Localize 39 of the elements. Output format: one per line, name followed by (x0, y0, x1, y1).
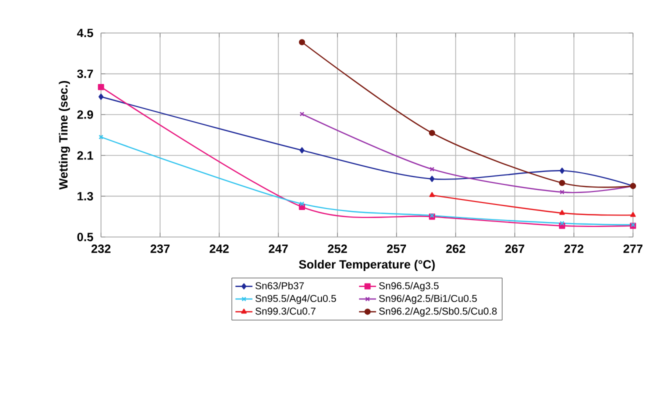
legend-label: Sn96.5/Ag3.5 (379, 282, 439, 292)
y-tick-label: 1.3 (78, 192, 94, 200)
x-tick-label: 262 (446, 244, 466, 253)
y-tick-label: 0.5 (77, 232, 94, 242)
x-tick-label: 252 (328, 244, 347, 253)
y-tick-label: 3.7 (77, 70, 93, 78)
y-tick-label: 4.5 (77, 28, 94, 38)
point (560, 220, 564, 226)
point (429, 192, 435, 198)
x-tick-label: 277 (623, 244, 642, 253)
point (98, 84, 104, 90)
x-tick-label: 242 (210, 244, 229, 253)
x-tick-label: 257 (387, 244, 406, 253)
x-tick-label: 237 (150, 244, 170, 254)
legend-label: Sn99.3/Cu0.7 (255, 307, 316, 315)
y-tick-label: 2.9 (77, 110, 94, 119)
point (430, 176, 434, 182)
y-tick-label: 2.1 (77, 151, 94, 160)
y-axis-title: Wetting Time (sec.) (58, 81, 70, 190)
x-tick-label: 267 (505, 244, 524, 253)
point (430, 166, 434, 172)
point (428, 130, 436, 136)
legend-label: Sn96.2/Ag2.5/Sb0.5/Cu0.8 (379, 307, 497, 317)
point (559, 210, 565, 215)
point (300, 147, 304, 154)
x-tick-label: 272 (564, 244, 584, 253)
x-axis-title: Solder Temperature (°C) (298, 260, 435, 271)
point (560, 190, 564, 194)
point (298, 39, 306, 46)
legend-label: Sn63/Pb37 (255, 282, 304, 290)
x-tick-label: 232 (91, 244, 110, 254)
point (560, 168, 565, 174)
point (98, 94, 104, 100)
legend-label: Sn96/Ag2.5/Bi1/Cu0.5 (379, 294, 477, 304)
point (300, 201, 304, 206)
legend-label: Sn95.5/Ag4/Cu0.5 (255, 294, 336, 304)
point (558, 180, 566, 186)
point (630, 212, 636, 217)
x-tick-label: 247 (268, 244, 288, 253)
